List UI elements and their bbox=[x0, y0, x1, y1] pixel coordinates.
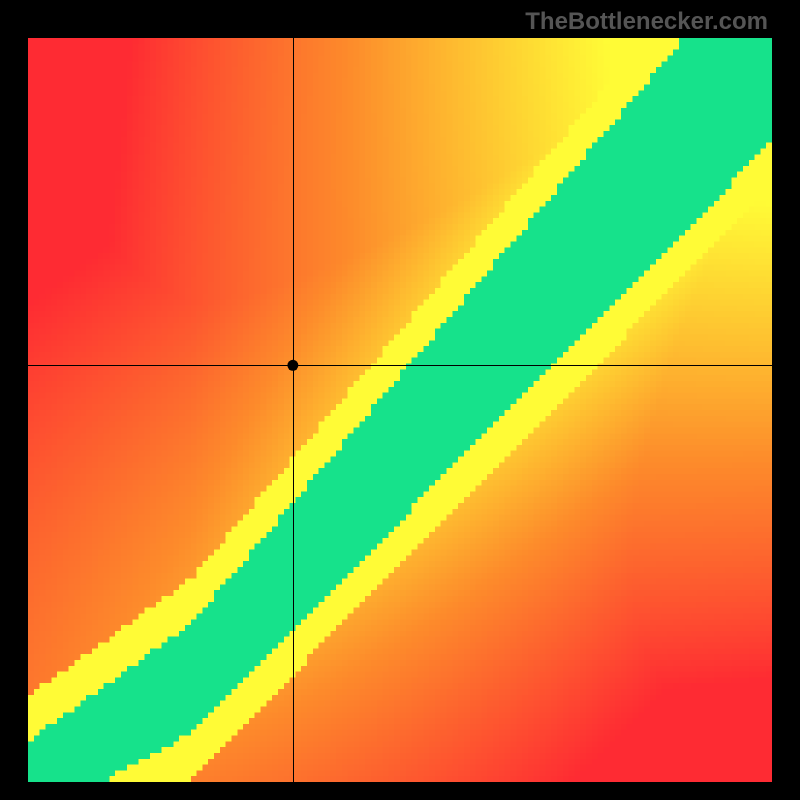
watermark-text: TheBottlenecker.com bbox=[525, 8, 768, 36]
chart-container: TheBottlenecker.com bbox=[0, 0, 800, 800]
crosshair-overlay bbox=[28, 38, 772, 782]
